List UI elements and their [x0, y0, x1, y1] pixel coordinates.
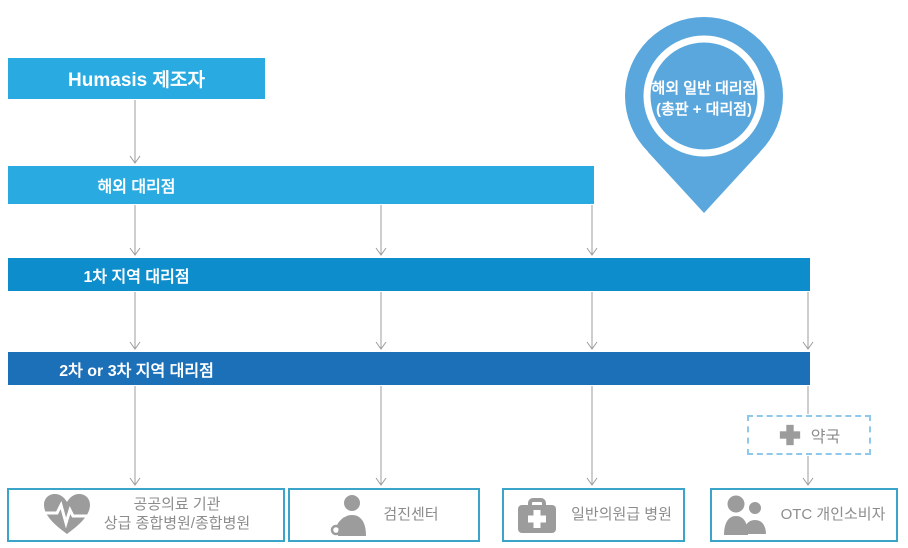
overseas-general-agency-pin: 해외 일반 대리점 (총판 + 대리점)	[625, 17, 783, 213]
medical-bag-icon	[518, 498, 557, 533]
pin-label-line2: (총판 + 대리점)	[656, 100, 752, 118]
arrow-head	[129, 155, 141, 164]
endpoint-label-line2: 상급 종합병원/종합병원	[103, 515, 251, 532]
secondary-regional-agency-label: 2차 or 3차 지역 대리점	[59, 362, 214, 380]
endpoint-general-clinic: 일반의원급 병원	[502, 488, 685, 542]
doctor-icon	[331, 495, 367, 536]
pin-label-line1: 해외 일반 대리점	[652, 79, 757, 97]
primary-regional-agency-bar: 1차 지역 대리점	[8, 258, 810, 291]
manufacturer-label: Humasis 제조자	[68, 70, 205, 91]
pharmacy-label: 약국	[810, 429, 841, 446]
primary-regional-agency-label: 1차 지역 대리점	[83, 268, 190, 286]
overseas-agency-bar: 해외 대리점	[8, 166, 594, 204]
endpoint-label-line1: 공공의료 기관	[133, 496, 221, 514]
pin-ring	[643, 35, 765, 157]
pin-circle	[625, 17, 783, 175]
pin-tail	[648, 152, 760, 213]
secondary-regional-agency-bar: 2차 or 3차 지역 대리점	[8, 352, 810, 385]
endpoint-label: OTC 개인소비자	[780, 505, 886, 523]
endpoint-label: 공공의료 기관 상급 종합병원/종합병원	[104, 496, 250, 534]
manufacturer-box: Humasis 제조자	[8, 58, 265, 99]
heart-pulse-icon	[43, 494, 90, 534]
overseas-agency-label: 해외 대리점	[97, 179, 176, 196]
pharmacy-box: 약국	[747, 415, 871, 455]
endpoint-label: 일반의원급 병원	[571, 505, 672, 523]
people-icon	[723, 495, 768, 535]
endpoint-checkup-center: 검진센터	[288, 488, 480, 542]
plus-icon	[779, 424, 800, 446]
endpoint-public-hospital: 공공의료 기관 상급 종합병원/종합병원	[7, 488, 285, 542]
endpoint-otc-consumer: OTC 개인소비자	[710, 488, 898, 542]
endpoint-label: 검진센터	[383, 505, 439, 523]
